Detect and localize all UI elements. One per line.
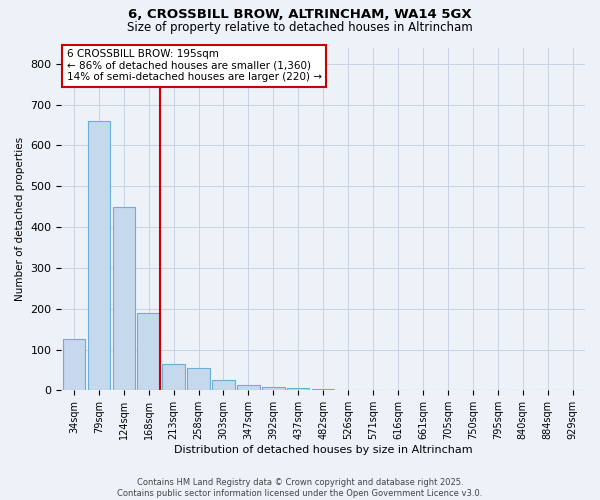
Bar — [113, 206, 135, 390]
Bar — [312, 389, 334, 390]
Text: Contains HM Land Registry data © Crown copyright and database right 2025.
Contai: Contains HM Land Registry data © Crown c… — [118, 478, 482, 498]
Text: 6 CROSSBILL BROW: 195sqm
← 86% of detached houses are smaller (1,360)
14% of sem: 6 CROSSBILL BROW: 195sqm ← 86% of detach… — [67, 49, 322, 82]
Bar — [212, 380, 235, 390]
Bar — [62, 340, 85, 390]
Text: Size of property relative to detached houses in Altrincham: Size of property relative to detached ho… — [127, 21, 473, 34]
Text: 6, CROSSBILL BROW, ALTRINCHAM, WA14 5GX: 6, CROSSBILL BROW, ALTRINCHAM, WA14 5GX — [128, 8, 472, 20]
Bar — [262, 387, 284, 390]
X-axis label: Distribution of detached houses by size in Altrincham: Distribution of detached houses by size … — [174, 445, 473, 455]
Bar — [187, 368, 210, 390]
Bar — [163, 364, 185, 390]
Y-axis label: Number of detached properties: Number of detached properties — [15, 137, 25, 301]
Bar — [88, 121, 110, 390]
Bar — [137, 313, 160, 390]
Bar — [237, 384, 260, 390]
Bar — [287, 388, 310, 390]
